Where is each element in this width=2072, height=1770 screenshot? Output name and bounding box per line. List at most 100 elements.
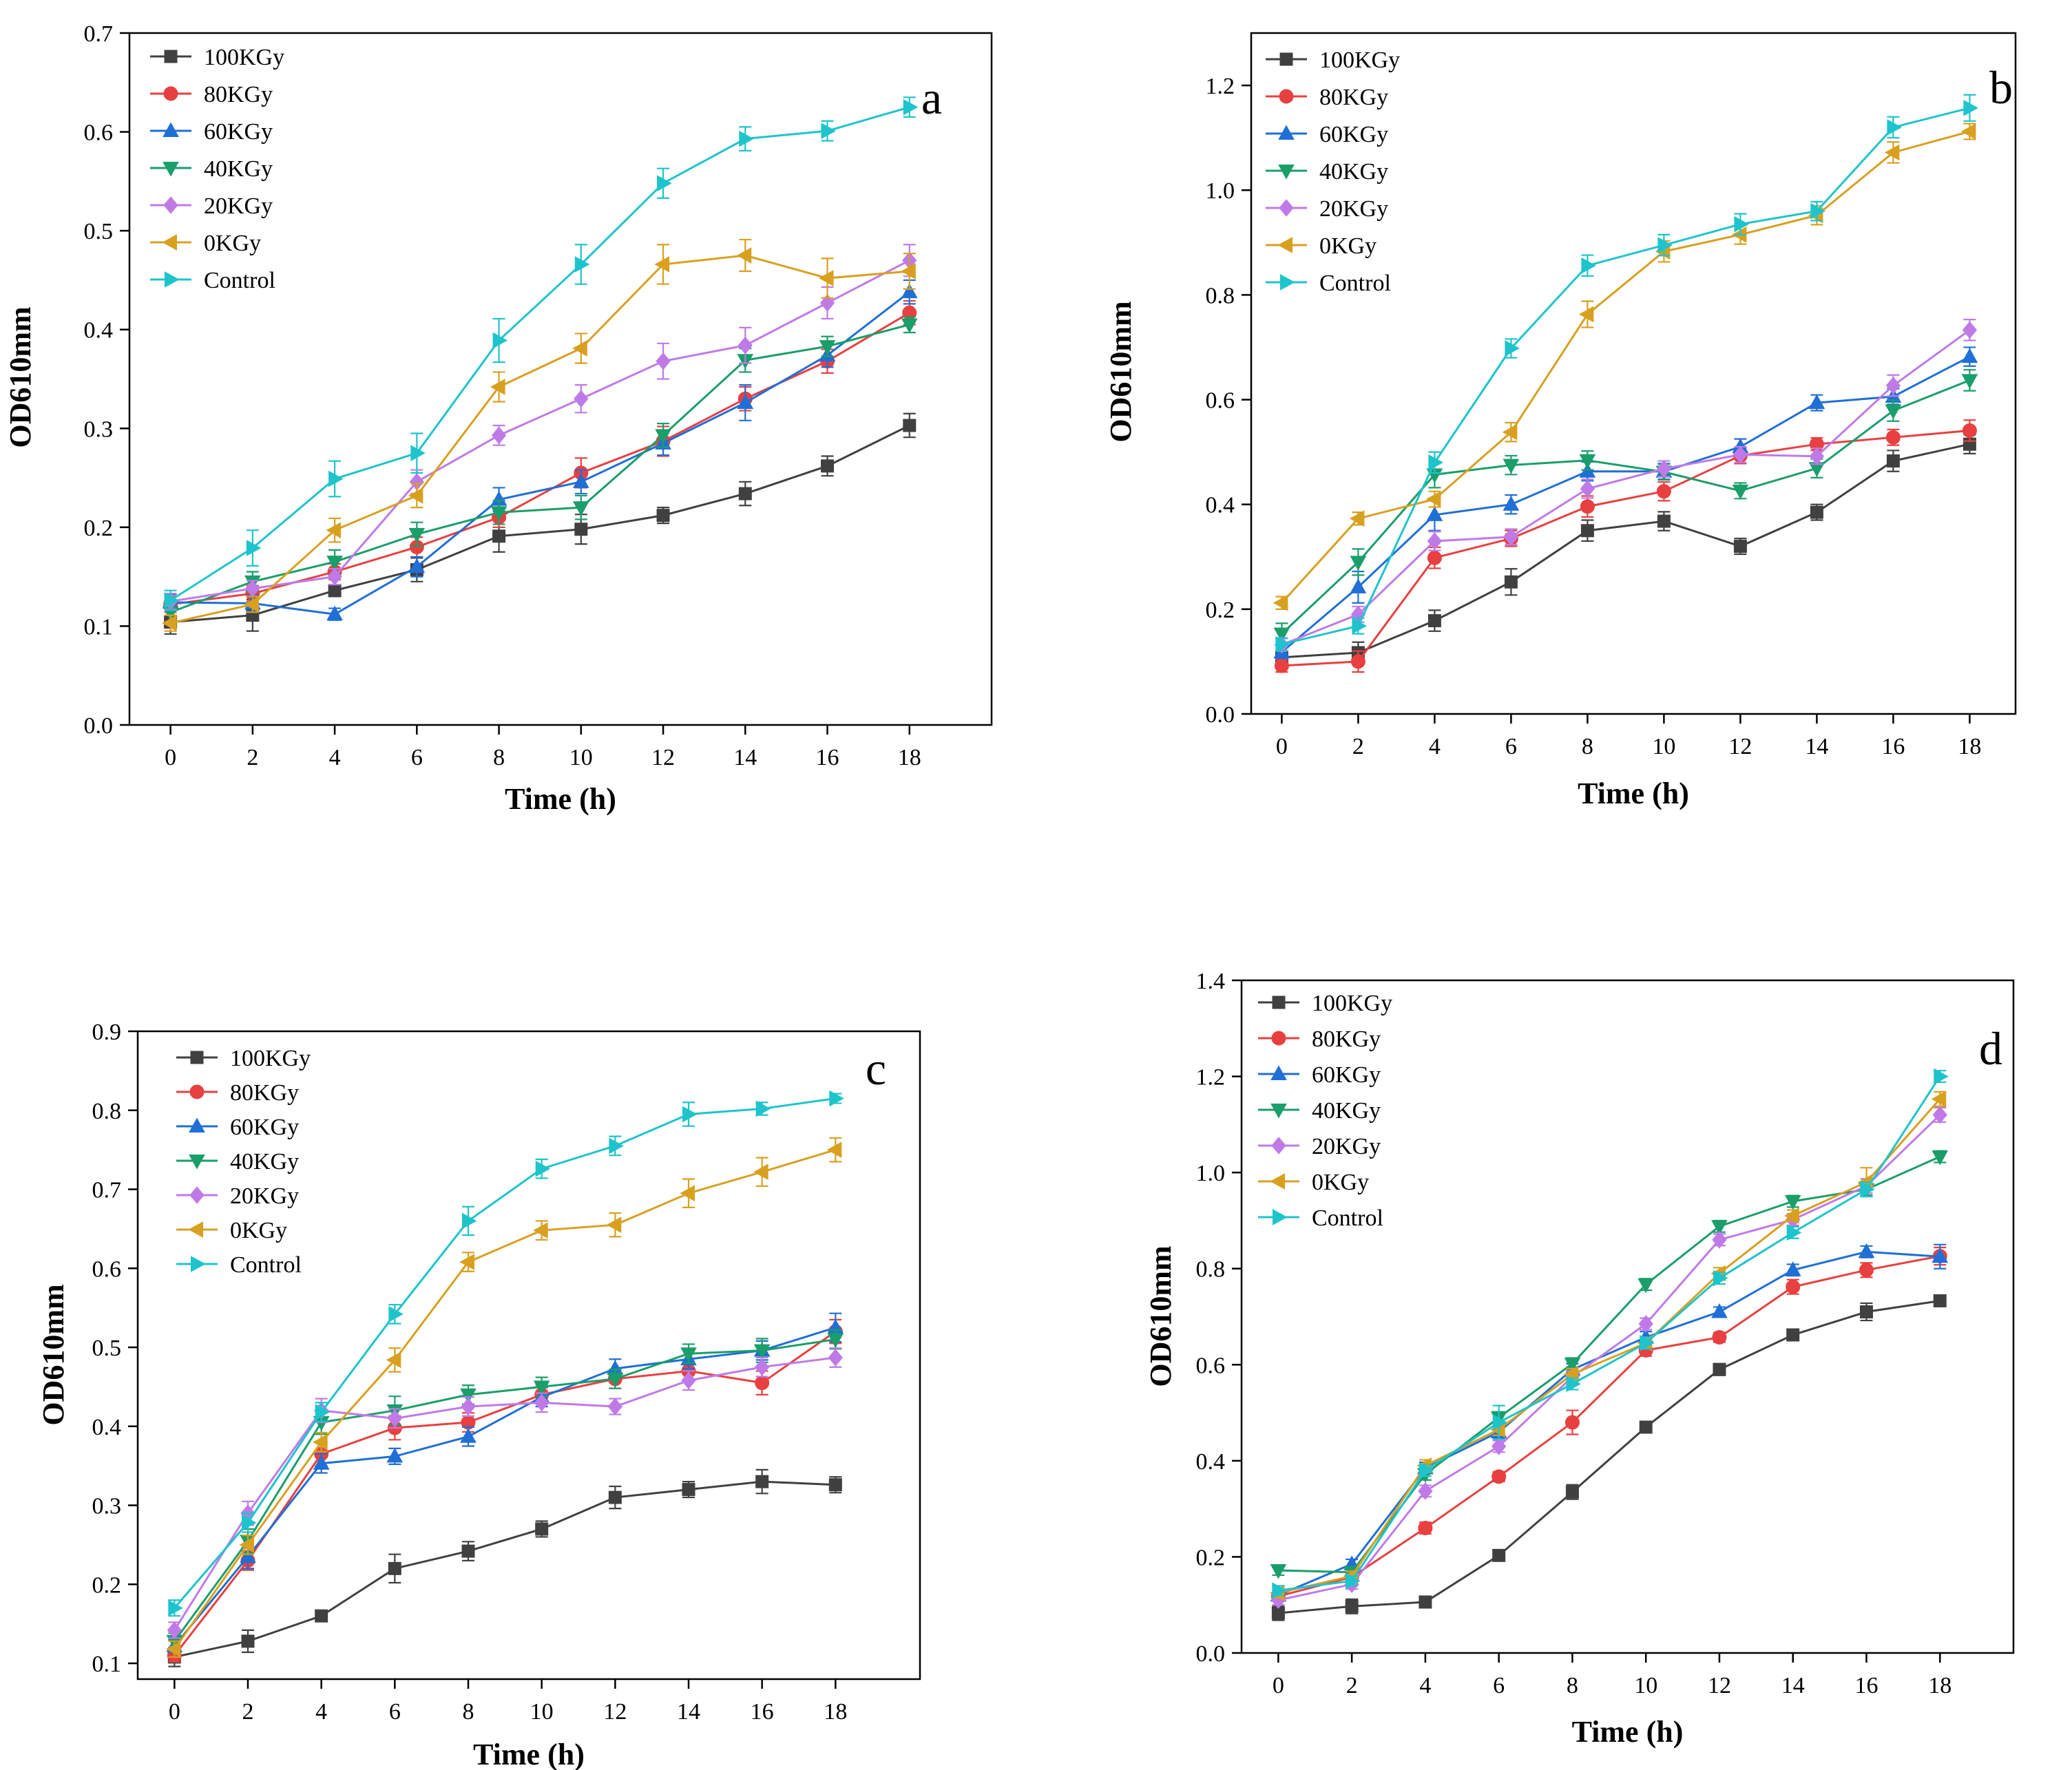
- data-point: [819, 340, 836, 355]
- data-point: [1711, 1220, 1728, 1235]
- x-tick-label: 10: [530, 1699, 554, 1725]
- data-point: [240, 1548, 256, 1563]
- data-point: [1580, 499, 1595, 514]
- x-tick-label: 6: [411, 745, 423, 770]
- legend-label: 20KGy: [230, 1183, 299, 1209]
- x-tick-label: 4: [315, 1699, 327, 1725]
- y-tick-label: 1.2: [1206, 74, 1235, 99]
- legend-marker: [188, 1221, 203, 1238]
- data-point: [461, 1398, 476, 1415]
- series-line: [1281, 355, 1971, 653]
- legend-marker: [163, 122, 179, 137]
- data-point: [1931, 1091, 1947, 1108]
- data-point: [736, 247, 752, 264]
- series-line: [174, 1097, 836, 1609]
- data-point: [326, 605, 343, 621]
- data-point: [656, 352, 671, 370]
- legend-marker: [189, 1186, 205, 1204]
- legend-label: Control: [1319, 271, 1391, 296]
- x-tick-label: 12: [651, 745, 675, 770]
- data-point: [1564, 1357, 1581, 1373]
- series-line: [174, 1338, 836, 1642]
- legend-marker: [163, 162, 179, 177]
- y-tick-label: 0.9: [92, 1020, 122, 1045]
- series-60KGy: [162, 279, 918, 621]
- x-tick-label: 16: [751, 1699, 774, 1725]
- series-line: [170, 259, 910, 603]
- y-tick-label: 0.8: [1206, 283, 1235, 308]
- data-point: [1656, 484, 1671, 499]
- data-point: [821, 123, 837, 139]
- data-point: [315, 1609, 328, 1623]
- data-point: [901, 263, 916, 280]
- legend-marker: [1279, 199, 1294, 217]
- series-line: [169, 106, 910, 602]
- x-tick-label: 18: [824, 1699, 847, 1725]
- legend-label: 20KGy: [204, 193, 273, 219]
- data-point: [755, 1376, 770, 1391]
- x-tick-label: 14: [733, 745, 757, 770]
- data-point: [1350, 654, 1365, 669]
- y-tick-label: 0.4: [92, 1415, 122, 1440]
- legend-marker: [189, 1155, 205, 1170]
- legend-label: Control: [1312, 1205, 1383, 1231]
- y-tick-label: 0.2: [1206, 598, 1235, 623]
- legend-item-60KGy: 60KGy: [1266, 122, 1388, 147]
- panel-label: b: [1989, 61, 2013, 114]
- y-axis-label: OD610mm: [1144, 1245, 1178, 1387]
- data-point: [739, 130, 754, 147]
- y-axis-label: OD610mm: [36, 1284, 70, 1425]
- series-line: [1281, 329, 1971, 646]
- series-60KGy: [1270, 1243, 1949, 1602]
- series-Control: [1275, 94, 1978, 653]
- legend-marker: [1271, 1137, 1286, 1155]
- legend-item-40KGy: 40KGy: [176, 1149, 299, 1174]
- legend-marker: [163, 196, 178, 214]
- data-point: [1808, 394, 1825, 410]
- data-point: [1657, 514, 1671, 528]
- data-point: [682, 1106, 698, 1123]
- x-tick-label: 12: [603, 1699, 627, 1725]
- data-point: [829, 1090, 844, 1107]
- x-tick-label: 16: [816, 745, 839, 770]
- data-point: [607, 1398, 622, 1415]
- legend-label: 0KGy: [230, 1218, 287, 1243]
- data-point: [167, 1621, 182, 1639]
- data-point: [462, 1212, 477, 1230]
- data-point: [1657, 237, 1673, 253]
- x-tick-label: 8: [493, 745, 505, 770]
- data-point: [164, 592, 180, 609]
- data-point: [1566, 1376, 1581, 1393]
- data-point: [1885, 404, 1902, 420]
- data-point: [1810, 505, 1823, 519]
- x-tick-label: 0: [169, 1699, 180, 1725]
- data-point: [1350, 556, 1367, 571]
- data-point: [408, 487, 423, 504]
- y-tick-label: 0.2: [1196, 1545, 1226, 1570]
- series-line: [174, 1356, 836, 1631]
- y-axis-label: OD610mm: [3, 306, 37, 447]
- legend-item-60KGy: 60KGy: [150, 119, 273, 145]
- data-point: [244, 596, 259, 613]
- data-point: [656, 509, 670, 523]
- legend-label: 0KGy: [1319, 233, 1377, 259]
- data-point: [1502, 423, 1518, 441]
- data-point: [533, 1222, 548, 1239]
- data-point: [387, 1409, 402, 1428]
- series-line: [1277, 1250, 1940, 1597]
- data-point: [654, 256, 670, 273]
- x-axis-label: Time (h): [505, 782, 616, 816]
- legend-item-20KGy: 20KGy: [176, 1183, 299, 1209]
- x-tick-label: 14: [677, 1699, 700, 1725]
- chart-panel-d: 0 2 4 6 8 10 12 14 16 18 0.0 0.2 0.4 0.6 0.8 1.0 1.2 1.4 T…: [1144, 969, 2015, 1749]
- data-point: [826, 1141, 842, 1158]
- x-tick-label: 16: [1854, 1673, 1878, 1698]
- data-point: [246, 540, 262, 556]
- data-point: [1578, 306, 1594, 323]
- y-tick-label: 0.1: [92, 1652, 122, 1677]
- data-point: [388, 1561, 401, 1575]
- data-point: [753, 1344, 771, 1360]
- data-point: [1961, 348, 1978, 364]
- legend-label: 100KGy: [1319, 48, 1400, 73]
- data-point: [1419, 1462, 1434, 1479]
